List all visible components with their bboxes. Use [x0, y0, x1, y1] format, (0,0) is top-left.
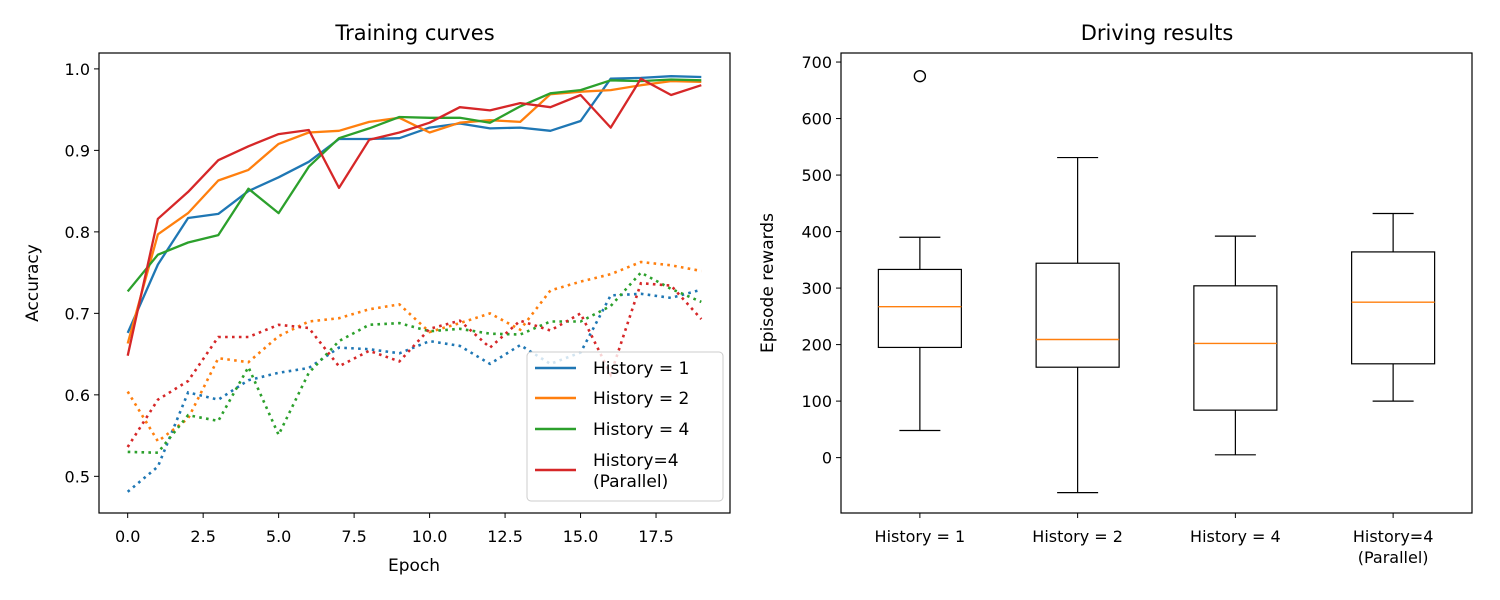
x-tick-label: 15.0: [563, 527, 599, 546]
series-4-dotted-line: [126, 281, 703, 448]
x-tick-label: History = 2: [1032, 527, 1123, 546]
series-1-dotted-line: [126, 288, 702, 493]
y-tick-label: 0.7: [65, 304, 90, 323]
iqr-box: [1035, 262, 1120, 368]
x-tick-label: 5.0: [266, 527, 291, 546]
x-tick-label: 7.5: [341, 527, 366, 546]
x-tick-label: 2.5: [190, 527, 215, 546]
y-tick-label: 200: [801, 336, 832, 355]
legend-box: [526, 351, 724, 502]
x-axis-label: Epoch: [388, 556, 440, 576]
y-tick-label: 1.0: [65, 60, 90, 79]
series-3-solid-line: [126, 78, 702, 293]
x-tick-label: 12.5: [487, 527, 523, 546]
y-axis-label: Episode rewards: [758, 213, 778, 353]
training-curves-chart: Training curves 0.0 2.5 5.0 7.5 10.0 12.5 15.0…: [23, 21, 731, 576]
y-tick-label: 700: [801, 53, 832, 72]
legend-label: History = 4: [593, 420, 689, 440]
x-axis-ticks: 0.0 2.5 5.0 7.5 10.0 12.5 15.0 17.5: [115, 513, 674, 546]
iqr-box: [877, 268, 962, 349]
axes-frame: [840, 52, 1473, 514]
box-3: [1193, 235, 1278, 456]
series-2-solid-line: [126, 79, 702, 344]
plot-area: [877, 69, 1436, 494]
driving-results-chart: Driving results History = 1 History = 2 Hi…: [758, 21, 1473, 567]
y-tick-label: 400: [801, 223, 832, 242]
legend-label: History = 2: [593, 389, 689, 409]
box-4: [1351, 212, 1436, 402]
y-axis-label: Accuracy: [23, 244, 43, 322]
box-1: [877, 69, 962, 432]
iqr-box: [1193, 285, 1278, 411]
training-lines: [126, 75, 702, 356]
y-tick-label: 0: [822, 449, 832, 468]
x-axis-ticks: History = 1 History = 2 History = 4 History…: [875, 513, 1434, 567]
y-axis-ticks: 0.5 0.6 0.7 0.8 0.9 1.0: [65, 60, 99, 486]
x-tick-label: 10.0: [412, 527, 448, 546]
chart-title: Driving results: [1081, 21, 1234, 45]
outlier-point: [913, 69, 927, 83]
y-tick-label: 600: [801, 110, 832, 129]
legend-label: History = 1: [593, 359, 689, 379]
y-tick-label: 0.6: [65, 386, 90, 405]
y-tick-label: 0.8: [65, 223, 90, 242]
y-tick-label: 300: [801, 279, 832, 298]
y-tick-label: 500: [801, 166, 832, 185]
y-axis-ticks: 0 100 200 300 400 500 600 700: [801, 53, 841, 468]
legend: History = 1 History = 2 History = 4 History…: [526, 351, 724, 502]
legend-label: History=4 (Parallel): [593, 451, 679, 492]
x-tick-label: History=4 (Parallel): [1353, 527, 1434, 567]
validation-lines: [126, 260, 703, 493]
y-tick-label: 0.9: [65, 141, 90, 160]
series-2-dotted-line: [126, 260, 702, 444]
y-tick-label: 0.5: [65, 467, 90, 486]
chart-title: Training curves: [334, 21, 494, 45]
x-tick-label: 0.0: [115, 527, 140, 546]
series-1-solid-line: [126, 75, 702, 334]
x-tick-label: 17.5: [638, 527, 674, 546]
series-3-dotted-line: [127, 270, 702, 455]
axes-frame: [98, 52, 731, 514]
x-tick-label: History = 1: [875, 527, 966, 546]
box-2: [1035, 156, 1120, 494]
iqr-box: [1351, 251, 1436, 365]
series-4-solid-line: [126, 77, 702, 356]
plot-area: [126, 75, 703, 493]
x-tick-label: History = 4: [1190, 527, 1281, 546]
y-tick-label: 100: [801, 392, 832, 411]
